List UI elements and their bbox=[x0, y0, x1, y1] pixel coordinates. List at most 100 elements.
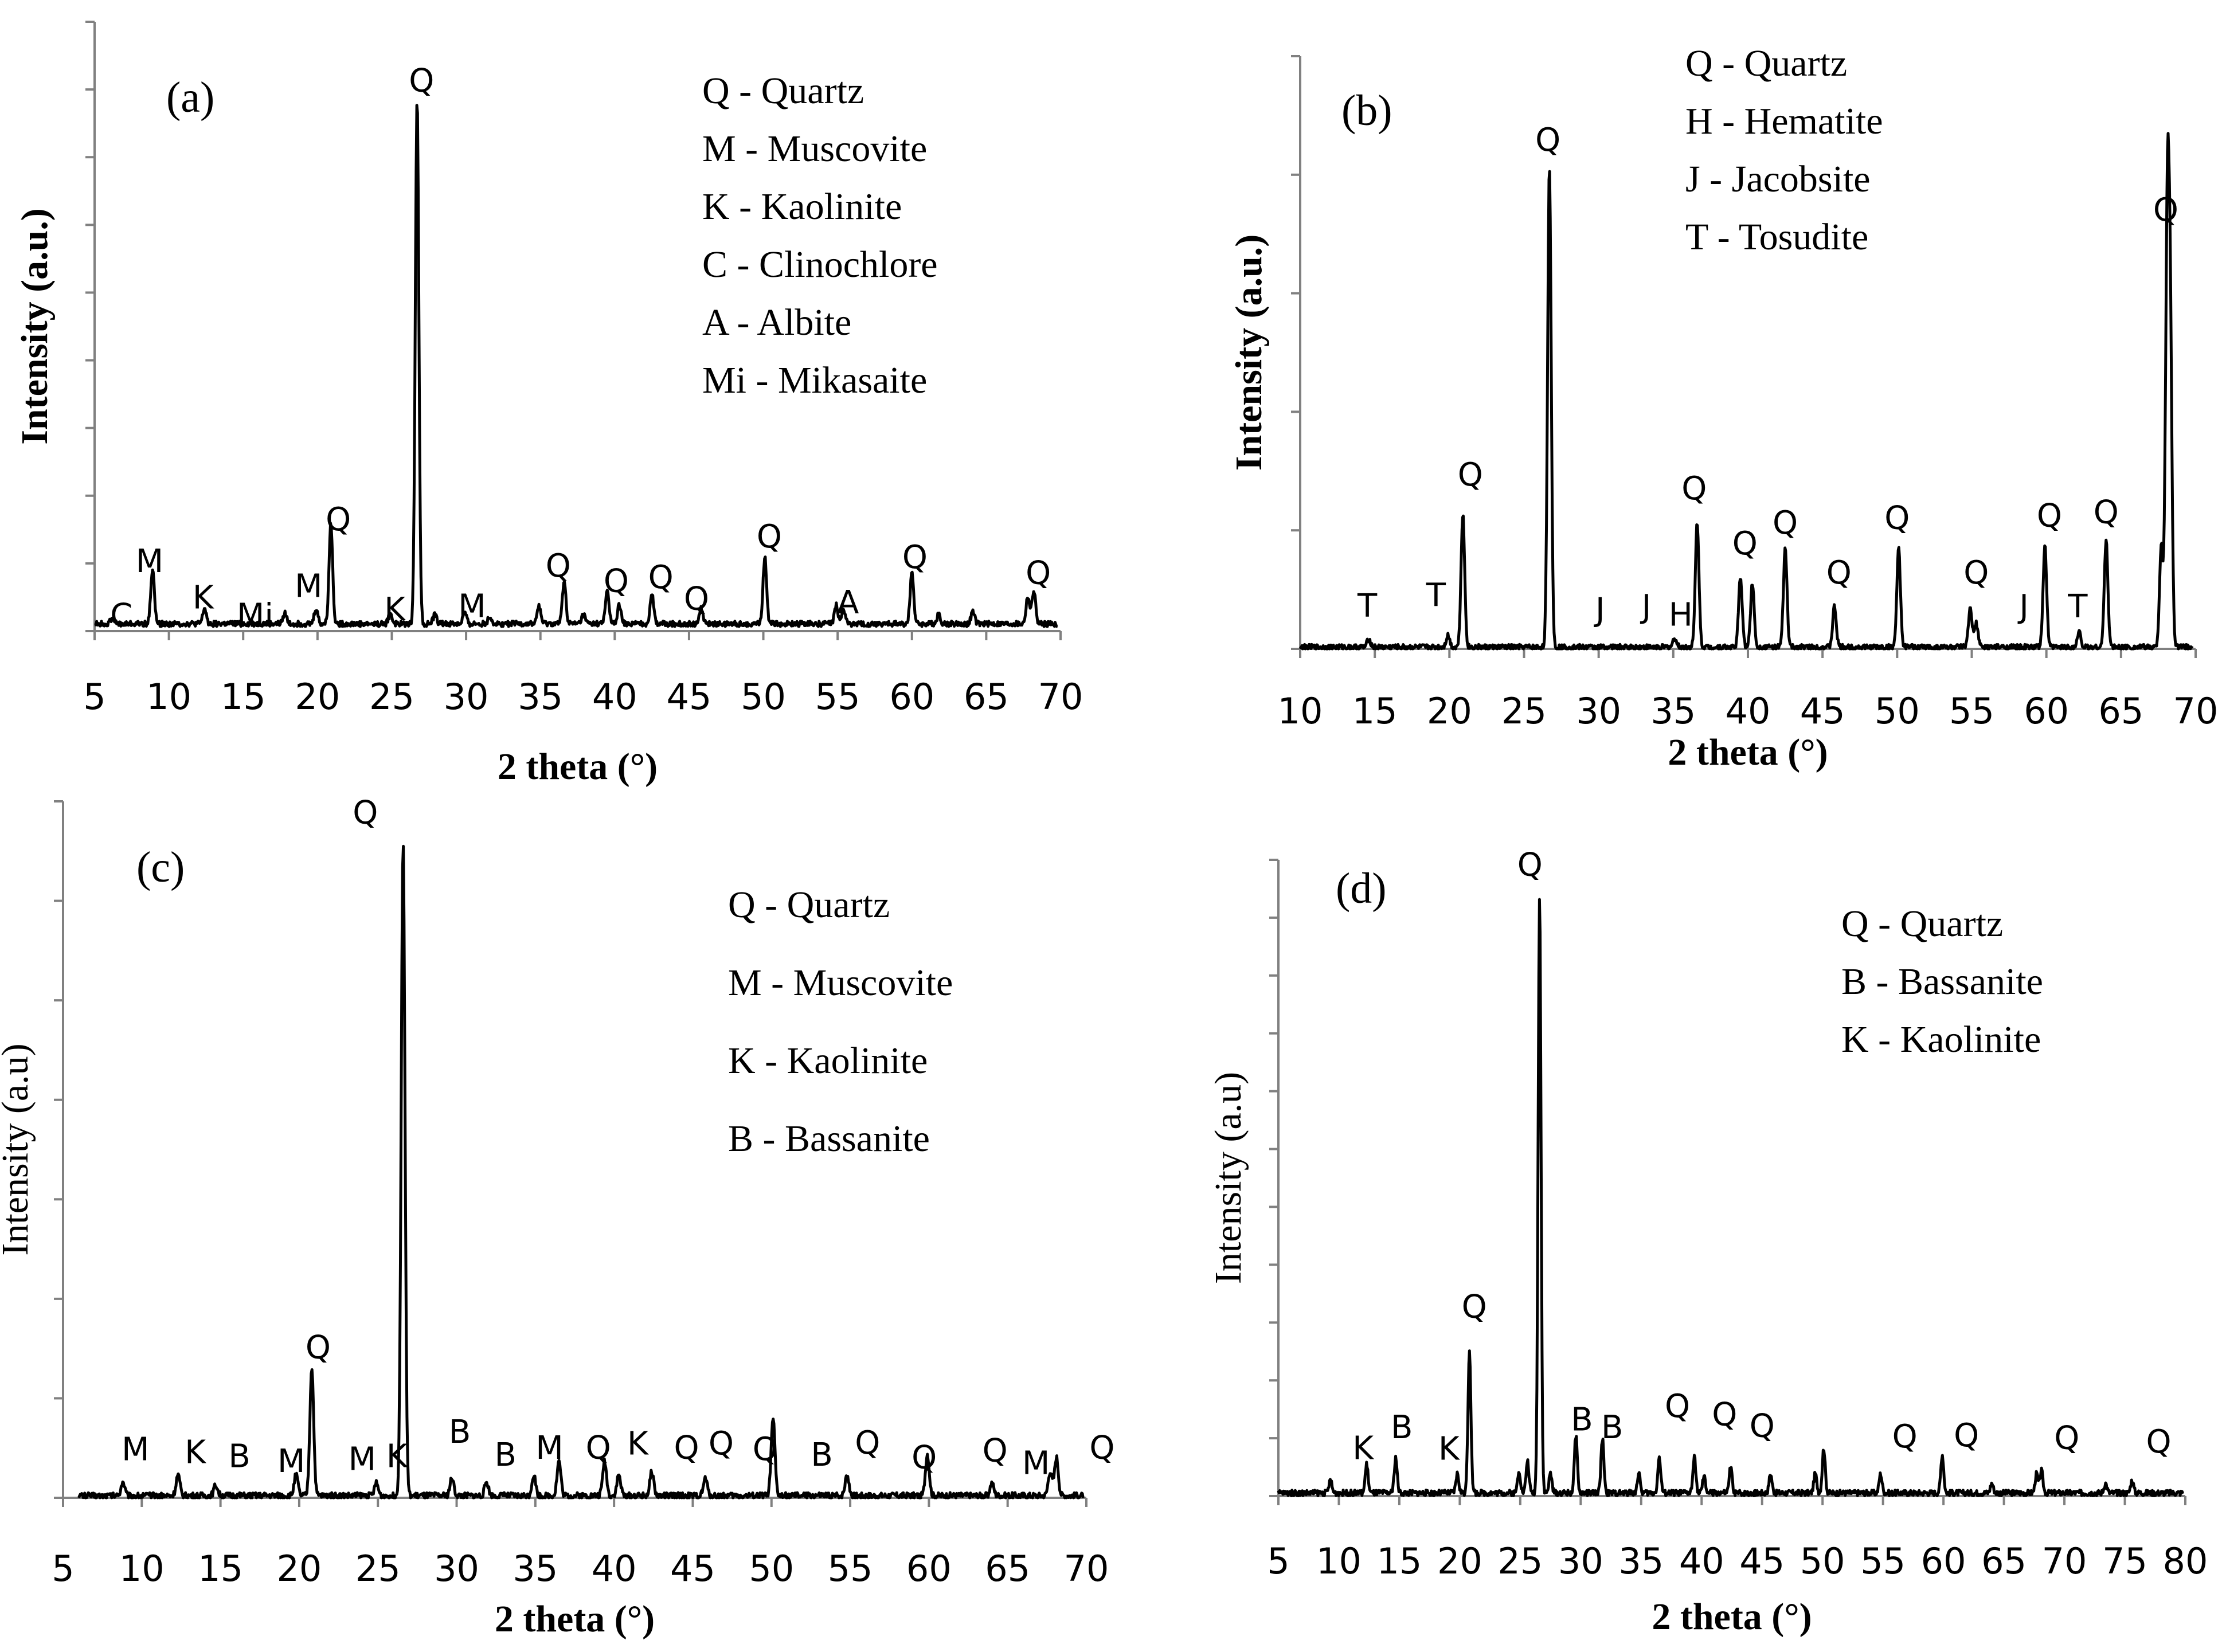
legend-entry: K - Kaolinite bbox=[728, 1040, 928, 1082]
peak-annotation: H bbox=[1669, 597, 1693, 634]
peak-annotation: Q bbox=[1535, 122, 1560, 159]
xrd-pattern-line bbox=[77, 844, 1085, 1500]
peak-annotation: B bbox=[1571, 1402, 1593, 1439]
peak-annotation: B bbox=[228, 1438, 250, 1475]
peak-annotation: T bbox=[2067, 588, 2088, 625]
peak-annotation: Q bbox=[1517, 847, 1543, 884]
peak-annotation: Q bbox=[855, 1424, 880, 1462]
peak-annotation: Q bbox=[902, 539, 928, 577]
y-axis-title: Intensity (a.u) bbox=[1207, 1072, 1249, 1284]
peak-annotation: Q bbox=[1462, 1289, 1487, 1326]
x-tick-label: 15 bbox=[1352, 690, 1398, 732]
legend-entry: M - Muscovite bbox=[702, 128, 927, 170]
legend-entry: Q - Quartz bbox=[728, 884, 890, 926]
x-tick-label: 25 bbox=[355, 1548, 401, 1590]
peak-annotation: Q bbox=[1892, 1419, 1918, 1456]
peak-annotation: Q bbox=[753, 1431, 778, 1468]
x-tick-label: 70 bbox=[1064, 1548, 1109, 1590]
xrd-panel-b: 10 15 20 25 30 35 40 45 50 55 60 65 70 2 theta (°) Int… bbox=[1228, 42, 2218, 773]
peak-annotation: M bbox=[535, 1430, 563, 1467]
x-tick-label: 5 bbox=[83, 676, 105, 718]
peak-annotation: Mi bbox=[237, 597, 273, 634]
x-tick-label: 5 bbox=[52, 1548, 74, 1590]
x-tick-label: 45 bbox=[1739, 1540, 1785, 1582]
peak-annotation: Q bbox=[1712, 1396, 1737, 1434]
peak-annotation: Q bbox=[604, 563, 629, 600]
x-tick-label: 55 bbox=[828, 1548, 873, 1590]
xrd-pattern-line bbox=[1298, 132, 2194, 651]
legend-entry: Q - Quartz bbox=[702, 70, 864, 112]
peak-annotation: K bbox=[384, 591, 406, 628]
peak-annotation: Q bbox=[1089, 1430, 1114, 1467]
legend-entry: T - Tosudite bbox=[1685, 216, 1868, 258]
peak-annotation: Q bbox=[2054, 1420, 2079, 1457]
x-tick-label: 20 bbox=[1437, 1540, 1482, 1582]
peak-annotation: K bbox=[193, 580, 214, 617]
peak-annotation: Q bbox=[546, 547, 571, 585]
peak-annotation: Q bbox=[1458, 457, 1483, 494]
peak-annotation: Q bbox=[2037, 498, 2062, 535]
x-tick-label: 60 bbox=[1921, 1540, 1966, 1582]
peak-annotation: Q bbox=[1826, 554, 1852, 592]
x-axis-title: 2 theta (°) bbox=[498, 746, 658, 788]
peak-annotation: Q bbox=[1026, 555, 1051, 592]
x-tick-label: 30 bbox=[1558, 1540, 1603, 1582]
peak-annotation: Q bbox=[409, 62, 434, 100]
peak-annotation: C bbox=[110, 597, 132, 634]
peak-annotation: B bbox=[494, 1436, 516, 1474]
peak-annotation: Q bbox=[674, 1430, 699, 1467]
peak-annotation: M bbox=[122, 1431, 149, 1468]
x-tick-label: 30 bbox=[444, 676, 489, 718]
legend-entry: K - Kaolinite bbox=[702, 186, 902, 228]
panel-label: (a) bbox=[166, 73, 214, 122]
peak-annotation: Q bbox=[1681, 470, 1707, 507]
panel-label: (b) bbox=[1341, 87, 1392, 135]
x-tick-label: 40 bbox=[1679, 1540, 1724, 1582]
x-tick-label: 25 bbox=[1501, 690, 1547, 732]
x-tick-label: 40 bbox=[1726, 690, 1771, 732]
x-tick-label: 45 bbox=[670, 1548, 715, 1590]
peak-annotation: Q bbox=[983, 1432, 1008, 1470]
peak-annotation: K bbox=[1352, 1430, 1374, 1467]
x-tick-label: 55 bbox=[1860, 1540, 1906, 1582]
x-tick-label: 50 bbox=[749, 1548, 794, 1590]
legend-entry: A - Albite bbox=[702, 302, 851, 343]
legend-entry: B - Bassanite bbox=[1841, 961, 2043, 1003]
x-tick-label: 65 bbox=[2098, 690, 2143, 732]
legend-entry: J - Jacobsite bbox=[1685, 158, 1871, 200]
peak-annotation: B bbox=[811, 1436, 832, 1474]
legend-entry: H - Hematite bbox=[1685, 100, 1883, 142]
legend-entry: Q - Quartz bbox=[1685, 42, 1847, 84]
peak-annotation: Q bbox=[709, 1426, 734, 1463]
peak-annotation: K bbox=[627, 1426, 649, 1463]
peak-annotation: Q bbox=[1750, 1408, 1775, 1445]
legend-entry: Mi - Mikasaite bbox=[702, 359, 927, 401]
x-tick-label: 50 bbox=[741, 676, 786, 718]
x-tick-label: 65 bbox=[964, 676, 1009, 718]
peak-annotation: Q bbox=[1665, 1388, 1690, 1425]
peak-annotation: Q bbox=[1732, 526, 1758, 563]
peak-annotation: M bbox=[458, 588, 486, 625]
peak-annotation: Q bbox=[2146, 1424, 2172, 1461]
x-tick-label: 35 bbox=[1618, 1540, 1664, 1582]
x-tick-label: 25 bbox=[369, 676, 414, 718]
peak-annotation: K bbox=[386, 1438, 408, 1475]
x-tick-label: 40 bbox=[592, 1548, 637, 1590]
x-tick-label: 65 bbox=[985, 1548, 1030, 1590]
peak-annotation: Q bbox=[684, 581, 709, 618]
x-tick-label: 45 bbox=[666, 676, 711, 718]
x-axis-title: 2 theta (°) bbox=[1668, 731, 1828, 773]
peak-annotation: M bbox=[349, 1440, 376, 1478]
x-tick-label: 25 bbox=[1497, 1540, 1543, 1582]
x-tick-label: 35 bbox=[513, 1548, 558, 1590]
peak-annotation: Q bbox=[2153, 191, 2178, 229]
x-tick-label: 20 bbox=[276, 1548, 322, 1590]
peak-annotation: B bbox=[449, 1414, 471, 1451]
x-axis-title: 2 theta (°) bbox=[1652, 1596, 1812, 1638]
x-tick-label: 55 bbox=[815, 676, 860, 718]
peak-annotation: T bbox=[1357, 588, 1378, 625]
peak-annotation: Q bbox=[757, 518, 782, 555]
legend-entry: C - Clinochlore bbox=[702, 244, 938, 285]
x-tick-label: 70 bbox=[2042, 1540, 2087, 1582]
xrd-pattern-line bbox=[1277, 898, 2184, 1497]
